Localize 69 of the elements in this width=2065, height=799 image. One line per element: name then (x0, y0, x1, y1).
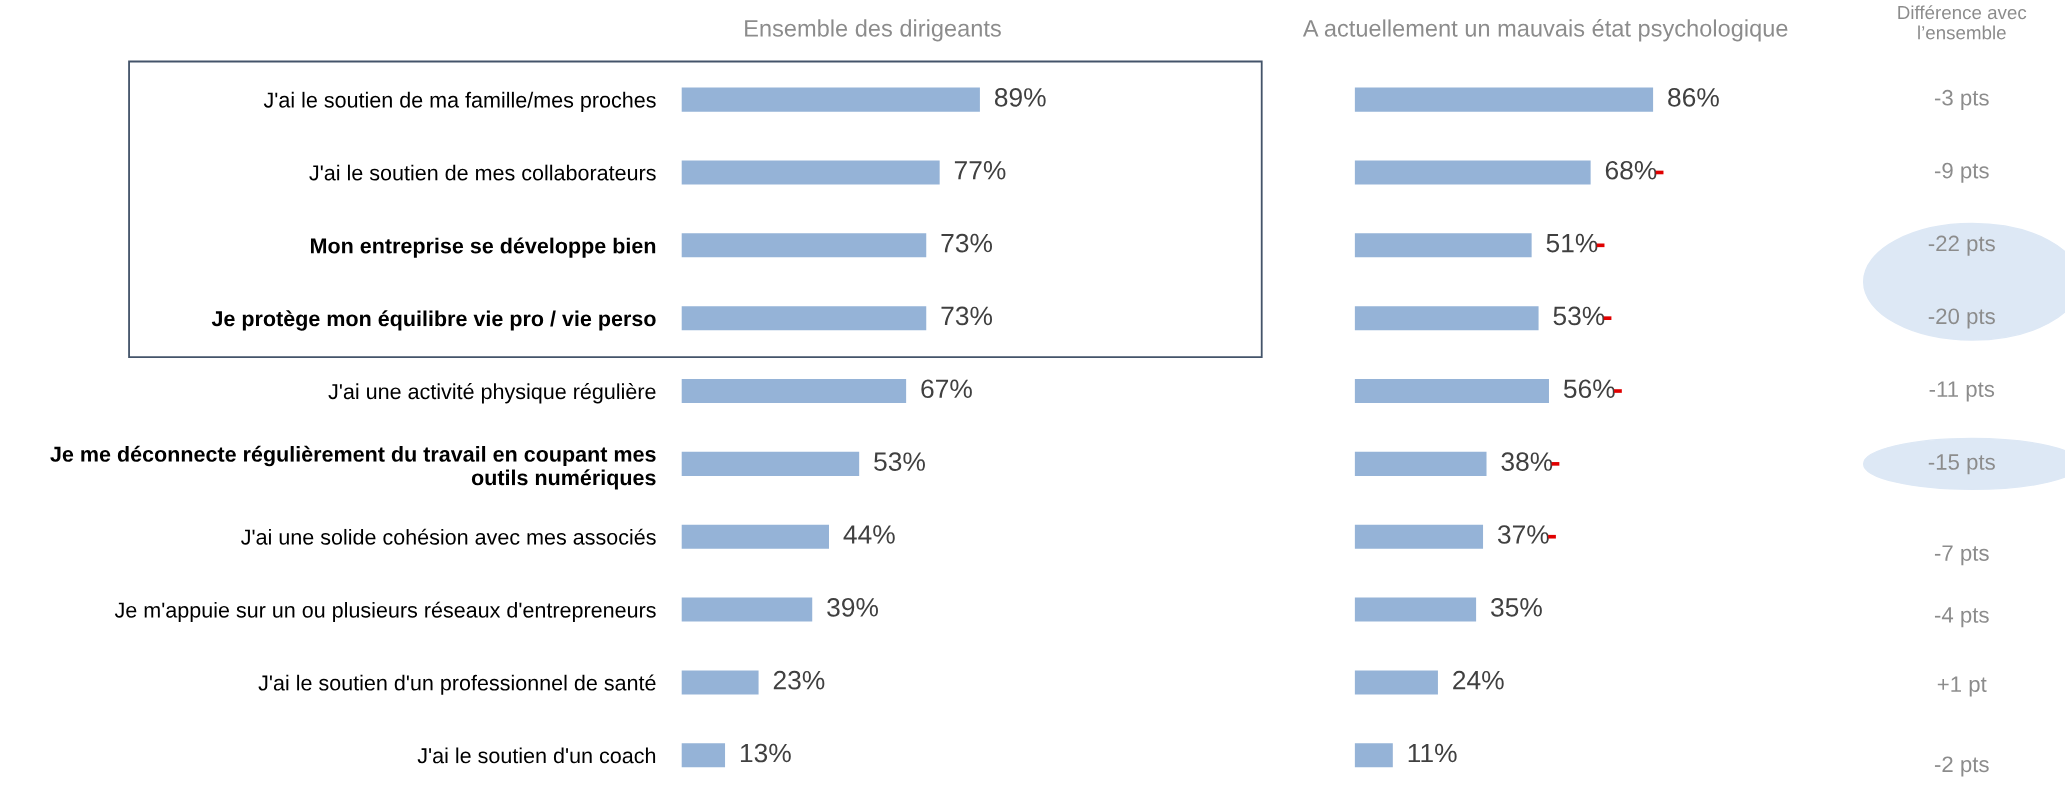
data-label: 38% (1501, 452, 1553, 471)
data-label: 11% (1408, 743, 1457, 763)
bar (1354, 597, 1477, 622)
chart-title: Ensemble des dirigeants (745, 19, 1001, 42)
y-tick-label: J'ai une activité physique régulière (328, 383, 656, 404)
data-label: 44% (843, 525, 895, 544)
y-tick-label: J'ai le soutien de mes collaborateurs (309, 164, 656, 181)
data-label: 77% (954, 161, 1006, 180)
annotation: - (1603, 316, 1612, 320)
bar (1354, 233, 1532, 258)
text: -9 pts (1934, 162, 1989, 183)
y-tick-label: Je me déconnecte régulièrement du travail en coupant mes outils numériques (50, 445, 656, 490)
bar (681, 451, 860, 476)
data-label: 67% (921, 379, 972, 399)
bar (681, 670, 759, 695)
data-label: 73% (941, 233, 993, 253)
text: -11 pts (1929, 381, 1995, 402)
bar (1354, 160, 1591, 185)
text: -15 pts (1928, 454, 1995, 475)
data-label: 86% (1668, 88, 1719, 107)
bar (1354, 451, 1487, 476)
text: +1 pt (1937, 676, 1987, 697)
data-label: 51% (1546, 233, 1598, 253)
text: -2 pts (1934, 756, 1989, 777)
data-label: 24% (1453, 670, 1504, 690)
text: -7 pts (1934, 545, 1989, 566)
data-label: 37% (1497, 525, 1549, 544)
data-label: 53% (1553, 306, 1605, 326)
bar (681, 160, 940, 185)
bar (681, 87, 980, 112)
y-tick-label: J'ai le soutien d'un coach (417, 747, 656, 764)
bar (681, 597, 813, 622)
bar (1354, 87, 1654, 112)
y-tick-label: Je m'appuie sur un ou plusieurs réseaux d'entrepreneurs (114, 601, 656, 622)
annotation: - (1596, 243, 1605, 248)
text: -20 pts (1928, 308, 1995, 329)
y-tick-label: J'ai une solide cohésion avec mes associés (241, 528, 656, 545)
bar (1354, 670, 1438, 695)
chart-title: A actuellement un mauvais état psychologique (1302, 19, 1788, 42)
data-label: 23% (773, 670, 825, 690)
bar (681, 233, 927, 258)
bar (1354, 524, 1484, 549)
y-tick-label: J'ai le soutien de ma famille/mes proches (263, 91, 656, 112)
bar (681, 379, 907, 404)
text: Différence avec l’ensemble (1898, 5, 2027, 40)
annotation: - (1614, 389, 1622, 393)
data-label: 13% (740, 743, 791, 763)
text: -4 pts (1934, 607, 1989, 628)
annotation: - (1655, 170, 1664, 175)
bar (1354, 743, 1393, 768)
data-label: 73% (941, 306, 993, 326)
data-label: 89% (994, 88, 1046, 107)
bar (681, 743, 726, 768)
bar (681, 306, 927, 331)
data-label: 68% (1605, 160, 1657, 180)
bar (1354, 379, 1549, 404)
text: -22 pts (1928, 235, 1995, 256)
y-tick-label: Je protège mon équilibre vie pro / vie perso (211, 310, 656, 331)
bar (1354, 306, 1539, 331)
data-label: 39% (827, 597, 878, 617)
bar (681, 524, 829, 549)
text: -3 pts (1934, 89, 1989, 110)
y-tick-label: J'ai le soutien d'un professionnel de santé (258, 674, 656, 695)
annotation: - (1551, 462, 1560, 466)
data-label: 35% (1491, 597, 1542, 617)
data-label: 56% (1563, 379, 1615, 399)
annotation: - (1548, 534, 1556, 539)
y-tick-label: Mon entreprise se développe bien (310, 237, 656, 258)
data-label: 53% (874, 452, 925, 471)
